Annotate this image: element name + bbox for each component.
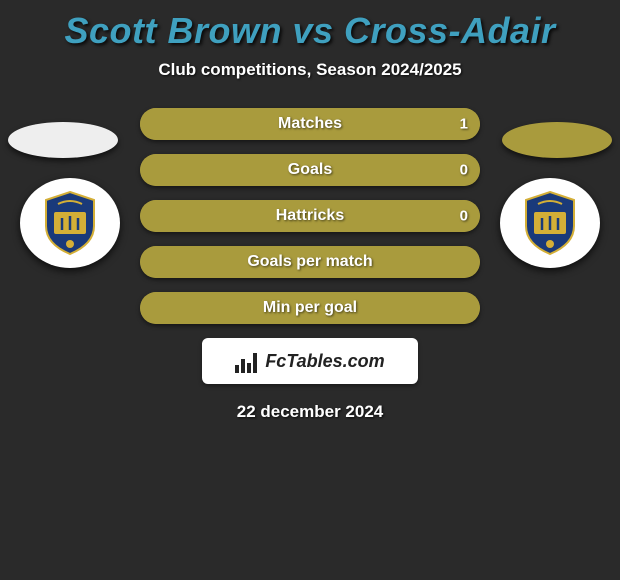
stat-value-player2: 0 <box>460 162 468 179</box>
stat-label: Matches <box>278 115 342 133</box>
stat-fill-player2 <box>310 154 480 186</box>
stat-fill-player1 <box>140 154 310 186</box>
stat-label: Goals <box>288 161 332 179</box>
fctables-watermark: FcTables.com <box>202 338 418 384</box>
fctables-label: FcTables.com <box>265 351 384 372</box>
stat-label: Hattricks <box>276 207 344 225</box>
stat-row: Goals 0 <box>140 154 480 186</box>
subtitle: Club competitions, Season 2024/2025 <box>0 60 620 80</box>
stats-container: Matches 1 Goals 0 Hattricks 0 Goals per match M… <box>0 108 620 324</box>
date-label: 22 december 2024 <box>0 402 620 422</box>
stat-row: Min per goal <box>140 292 480 324</box>
stat-row: Hattricks 0 <box>140 200 480 232</box>
stat-value-player2: 1 <box>460 116 468 133</box>
stat-label: Goals per match <box>247 253 372 271</box>
page-title: Scott Brown vs Cross-Adair <box>0 0 620 60</box>
bar-chart-icon <box>235 349 259 373</box>
stat-value-player2: 0 <box>460 208 468 225</box>
stat-row: Goals per match <box>140 246 480 278</box>
stat-row: Matches 1 <box>140 108 480 140</box>
stat-label: Min per goal <box>263 299 357 317</box>
